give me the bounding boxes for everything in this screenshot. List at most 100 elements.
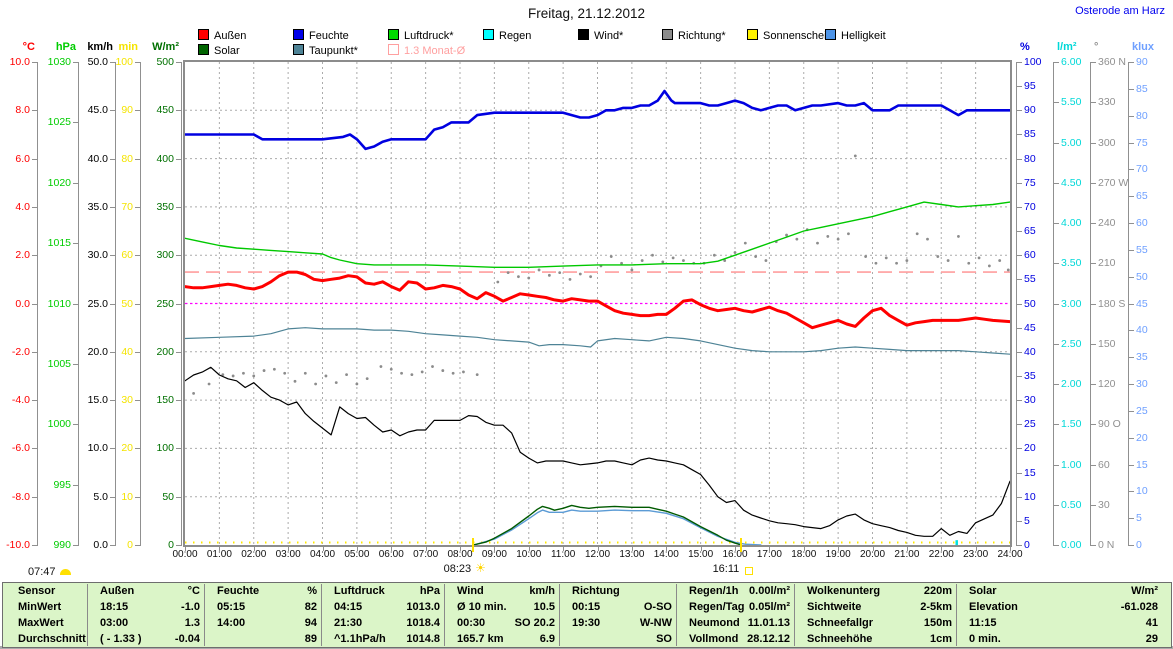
axis-tick-label-sunshine: 40	[121, 346, 133, 358]
axis-tick	[1129, 411, 1134, 412]
table-column-header: Luftdruck hPa	[325, 583, 446, 599]
axis-tick-label-klux: 20	[1136, 432, 1148, 444]
axis-tick	[1017, 134, 1022, 135]
axis-tick-label-klux: 75	[1136, 137, 1148, 149]
table-row: Ø 10 min. 10.5	[448, 599, 561, 615]
legend-swatch-icon	[198, 44, 209, 55]
time-axis-label: 05:00	[344, 549, 370, 560]
axis-tick-label-solar: 350	[156, 201, 174, 213]
table-row: 19:30 W-NW	[563, 615, 678, 631]
series-richtung-dot	[836, 237, 840, 241]
time-axis-label: 19:00	[825, 549, 851, 560]
axis-tick	[1017, 448, 1022, 449]
axis-tick-label-humidity: 25	[1024, 418, 1036, 430]
table-row-label: MinWert	[9, 599, 89, 615]
axis-tick	[1129, 250, 1134, 251]
cell-label: 05:15	[217, 601, 246, 613]
axis-tick	[176, 400, 181, 401]
axis-tick-label-pressure: 1025	[47, 116, 71, 128]
time-axis-tick	[529, 547, 530, 551]
axis-tick	[1129, 223, 1134, 224]
axis-tick-label-solar: 250	[156, 298, 174, 310]
cell-label: Regen/1h	[689, 585, 739, 597]
series-richtung-dot	[712, 253, 716, 257]
table-row: Regen/Tag 0.05l/m²	[680, 599, 796, 615]
time-axis-tick	[391, 547, 392, 551]
cell-value: 1013.0	[406, 601, 440, 613]
cell-label: Sensor	[18, 585, 56, 597]
axis-tick	[176, 207, 181, 208]
axis-tick	[1017, 231, 1022, 232]
legend-swatch-icon	[388, 29, 399, 40]
series-richtung-dot	[272, 367, 276, 371]
axis-tick-label-klux: 15	[1136, 459, 1148, 471]
table-row: 04:15 1013.0	[325, 599, 446, 615]
legend-swatch-icon	[578, 29, 589, 40]
time-axis-label: 16:00	[722, 549, 748, 560]
axis-tick	[1054, 183, 1059, 184]
series-richtung-dot	[847, 232, 850, 236]
axis-tick-label-temp: 10.0	[9, 56, 30, 68]
legend-item-label: Regen	[499, 30, 532, 42]
series-richtung-dot	[252, 374, 256, 378]
axis-tick-label-direction: 60	[1098, 459, 1110, 471]
time-axis-tick	[357, 547, 358, 551]
cell-label: 03:00	[100, 617, 129, 629]
table-column-separator	[444, 584, 445, 646]
axis-tick	[110, 352, 115, 353]
series-luftdruck	[184, 201, 1011, 269]
axis-tick-label-temp: -10.0	[6, 539, 30, 551]
series-richtung-dot	[651, 253, 654, 257]
stats-table: Sensor MinWert MaxWert Durchschnitt Außen °C 1…	[2, 582, 1172, 648]
series-richtung-dot	[785, 233, 788, 237]
axis-tick-label-pressure: 1015	[47, 237, 71, 249]
axis-tick	[73, 122, 78, 123]
axis-tick	[73, 243, 78, 244]
series-richtung-dot	[723, 259, 727, 262]
table-row: 165.7 km 6.9	[448, 631, 561, 647]
axis-tick	[1054, 505, 1059, 506]
axis-tick	[32, 159, 37, 160]
axis-tick-label-pressure: 1010	[47, 298, 71, 310]
axis-tick-label-klux: 10	[1136, 485, 1148, 497]
time-axis-tick	[494, 547, 495, 551]
series-richtung-dot	[283, 371, 287, 375]
legend-item-au-en: Außen	[198, 29, 247, 42]
axis-tick-label-rain: 4.00	[1061, 217, 1082, 229]
axis-tick	[73, 304, 78, 305]
axis-tick-label-rain: 5.00	[1061, 137, 1082, 149]
axis-header-sunshine: min	[118, 41, 138, 53]
axis-tick	[1091, 424, 1096, 425]
table-column-header: Richtung	[563, 583, 678, 599]
axis-tick	[176, 352, 181, 353]
axis-tick-label-direction: 150	[1098, 338, 1116, 350]
axis-tick-label-temp: 4.0	[15, 201, 30, 213]
axis-tick	[135, 304, 140, 305]
axis-tick	[32, 400, 37, 401]
cell-value: 220m	[923, 585, 952, 597]
cell-label: 04:15	[334, 601, 363, 613]
axis-tick	[32, 62, 37, 63]
axis-tick	[32, 110, 37, 111]
cell-value: 1.3	[184, 617, 200, 629]
axis-tick	[135, 207, 140, 208]
cell-value: 1cm	[929, 633, 952, 645]
axis-tick	[1091, 465, 1096, 466]
sunset-square-icon	[745, 566, 754, 578]
table-row: 05:15 82	[208, 599, 323, 615]
series-richtung-dot	[661, 260, 665, 264]
cell-label: ( - 1.33 )	[100, 633, 142, 645]
cell-label: 14:00	[217, 617, 246, 629]
table-row: Neumond 11.01.13	[680, 615, 796, 631]
legend-item-label: Außen	[214, 30, 247, 42]
axis-tick	[73, 485, 78, 486]
axis-tick-label-humidity: 45	[1024, 322, 1036, 334]
axis-tick	[1129, 116, 1134, 117]
table-column-regen-1h: Regen/1h 0.00l/m² Regen/Tag 0.05l/m² Neumond…	[680, 583, 796, 647]
series-richtung-dot	[242, 371, 245, 375]
axis-tick	[1017, 545, 1022, 546]
axis-tick-label-wind: 50.0	[87, 56, 108, 68]
axis-tick-label-humidity: 15	[1024, 467, 1036, 479]
axis-tick-label-direction: 360 N	[1098, 56, 1127, 68]
axis-tick-label-wind: 25.0	[87, 298, 108, 310]
